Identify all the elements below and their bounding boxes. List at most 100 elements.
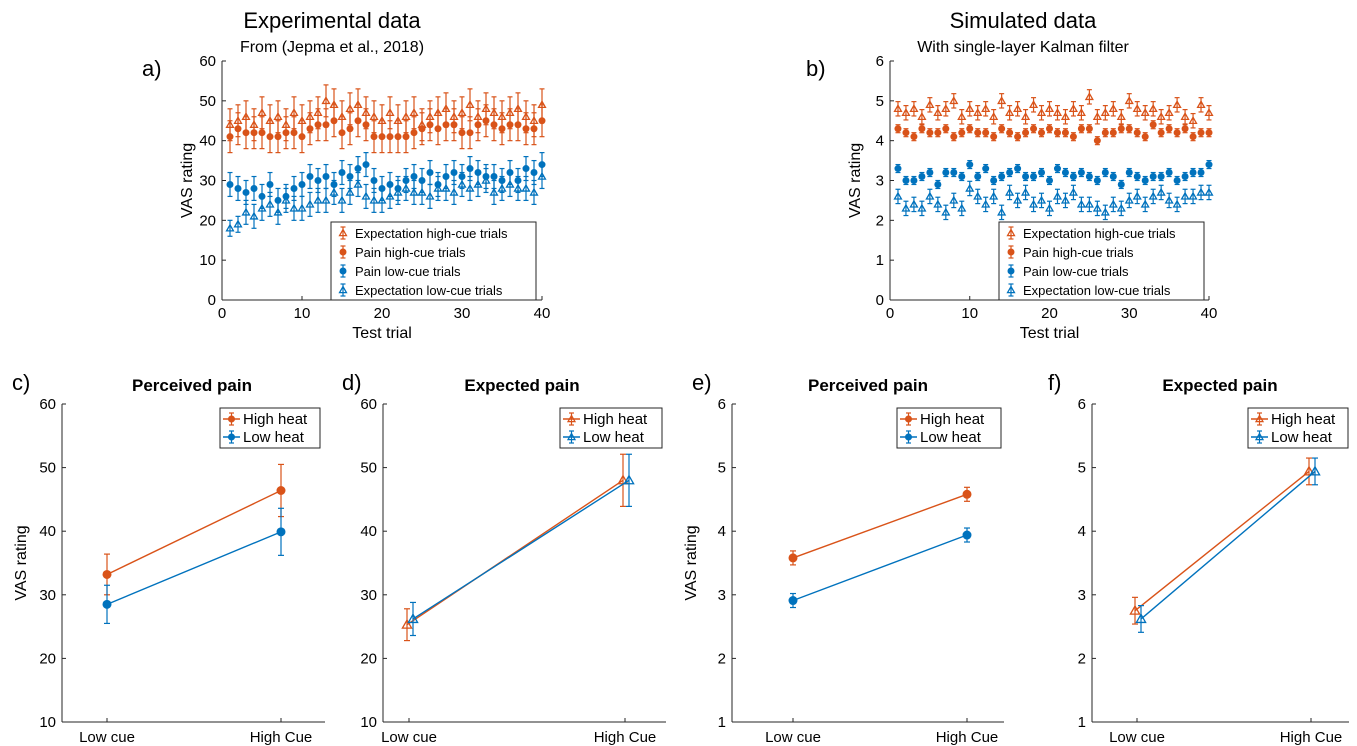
data-point bbox=[291, 130, 297, 136]
legend-label: High heat bbox=[243, 411, 308, 428]
data-point bbox=[291, 185, 297, 191]
data-point bbox=[371, 134, 377, 140]
y-axis-label: VAS rating bbox=[13, 525, 30, 600]
data-point bbox=[307, 126, 313, 132]
y-tick-label: 40 bbox=[199, 133, 216, 150]
data-point bbox=[1078, 126, 1084, 132]
data-point bbox=[1166, 170, 1172, 176]
y-tick-label: 50 bbox=[360, 460, 377, 477]
data-point bbox=[235, 126, 241, 132]
data-point bbox=[1198, 170, 1204, 176]
chart-e: 123456Low cue High Cuee) Perceived painVAS… bbox=[683, 370, 1004, 746]
data-point bbox=[331, 118, 337, 124]
data-point bbox=[1158, 130, 1164, 136]
y-tick-label: 20 bbox=[39, 650, 56, 667]
data-point bbox=[1182, 174, 1188, 180]
data-point bbox=[227, 181, 233, 187]
data-point bbox=[951, 170, 957, 176]
data-point bbox=[1070, 174, 1076, 180]
data-point bbox=[959, 174, 965, 180]
y-tick-label: 0 bbox=[876, 292, 884, 309]
data-point bbox=[1039, 130, 1045, 136]
data-point bbox=[927, 130, 933, 136]
data-point bbox=[347, 126, 353, 132]
data-point bbox=[277, 528, 285, 536]
y-tick-label: 50 bbox=[39, 460, 56, 477]
y-tick-label: 20 bbox=[199, 212, 216, 229]
data-point bbox=[963, 490, 971, 498]
series-line bbox=[1141, 471, 1315, 619]
data-point bbox=[967, 126, 973, 132]
y-tick-label: 30 bbox=[199, 173, 216, 190]
y-tick-label: 4 bbox=[718, 523, 726, 540]
data-point bbox=[1110, 174, 1116, 180]
data-point bbox=[983, 130, 989, 136]
data-point bbox=[275, 134, 281, 140]
data-point bbox=[451, 170, 457, 176]
data-point bbox=[363, 162, 369, 168]
y-tick-label: 10 bbox=[360, 714, 377, 731]
data-point bbox=[347, 174, 353, 180]
data-point bbox=[927, 170, 933, 176]
data-point bbox=[999, 126, 1005, 132]
data-point bbox=[411, 130, 417, 136]
data-point bbox=[435, 126, 441, 132]
data-point bbox=[1206, 162, 1212, 168]
data-point bbox=[1190, 170, 1196, 176]
data-point bbox=[895, 126, 901, 132]
series-0 bbox=[227, 85, 546, 141]
data-point bbox=[943, 126, 949, 132]
data-point bbox=[1094, 138, 1100, 144]
chart-title: Expected pain bbox=[1162, 376, 1277, 395]
legend-label: Low heat bbox=[1271, 429, 1333, 446]
data-point bbox=[315, 122, 321, 128]
y-tick-label: 3 bbox=[1078, 587, 1086, 604]
data-point bbox=[243, 130, 249, 136]
y-tick-label: 60 bbox=[39, 396, 56, 413]
data-point bbox=[323, 174, 329, 180]
data-point bbox=[1086, 126, 1092, 132]
y-tick-label: 0 bbox=[208, 292, 216, 309]
data-point bbox=[789, 554, 797, 562]
x-tick-label: 0 bbox=[218, 305, 226, 322]
data-point bbox=[459, 130, 465, 136]
panel-letter: c) bbox=[12, 370, 30, 395]
data-point bbox=[419, 126, 425, 132]
data-point bbox=[299, 181, 305, 187]
legend-label: High heat bbox=[1271, 411, 1336, 428]
data-point bbox=[1031, 174, 1037, 180]
panel-a-heading: Experimental data bbox=[243, 8, 421, 33]
legend-marker bbox=[340, 249, 346, 255]
data-point bbox=[427, 170, 433, 176]
legend-label: Pain low-cue trials bbox=[355, 264, 461, 279]
data-point bbox=[919, 174, 925, 180]
data-point bbox=[991, 178, 997, 184]
legend-label: High heat bbox=[920, 411, 985, 428]
data-point bbox=[483, 118, 489, 124]
data-point bbox=[1015, 134, 1021, 140]
chart-c: 102030405060Low cue High Cuec) Perceived p… bbox=[12, 370, 325, 746]
series-1 bbox=[895, 121, 1212, 145]
data-point bbox=[103, 600, 111, 608]
chart-d: 102030405060Low cue High Cued) Expected pa… bbox=[342, 370, 666, 746]
y-tick-label: 40 bbox=[39, 523, 56, 540]
data-point bbox=[1047, 126, 1053, 132]
y-tick-label: 5 bbox=[718, 460, 726, 477]
data-point bbox=[531, 170, 537, 176]
data-point bbox=[355, 166, 361, 172]
y-tick-label: 6 bbox=[876, 53, 884, 70]
data-point bbox=[1142, 134, 1148, 140]
data-point bbox=[1174, 178, 1180, 184]
y-tick-label: 6 bbox=[1078, 396, 1086, 413]
data-point bbox=[531, 126, 537, 132]
data-point bbox=[403, 134, 409, 140]
data-point bbox=[911, 134, 917, 140]
x-tick-label: Low cue bbox=[765, 729, 821, 746]
y-axis-label: VAS rating bbox=[847, 143, 864, 218]
series-line bbox=[413, 480, 629, 619]
series-line bbox=[107, 532, 281, 605]
data-point bbox=[919, 126, 925, 132]
legend-label: Expectation low-cue trials bbox=[1023, 283, 1171, 298]
data-point bbox=[363, 122, 369, 128]
x-tick-label: Low cue bbox=[79, 729, 135, 746]
